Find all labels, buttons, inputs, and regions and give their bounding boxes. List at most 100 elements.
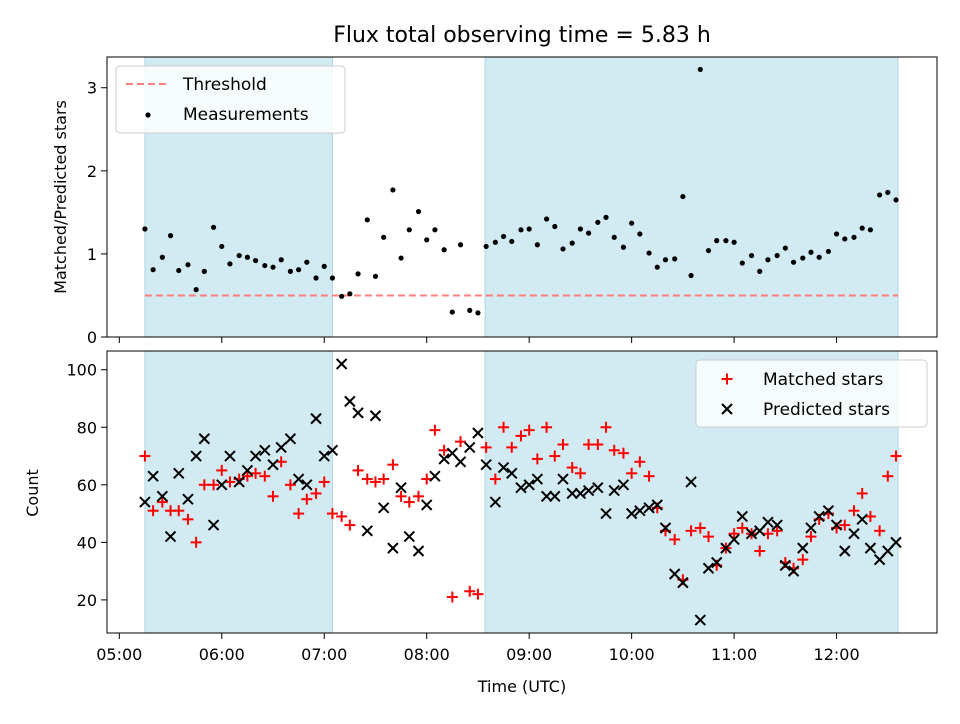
measurement-point [714, 238, 720, 244]
measurement-point [731, 239, 737, 245]
predicted-star-point [634, 504, 646, 517]
top-legend-box [115, 65, 346, 134]
predicted-star-point [464, 441, 476, 454]
matched-star-point [259, 470, 271, 482]
measurement-point [500, 233, 507, 240]
matched-star-point [369, 476, 381, 488]
predicted-star-point [643, 502, 655, 514]
matched-star-point [395, 490, 407, 502]
matched-star-point [515, 430, 527, 442]
matched-star-point [634, 456, 646, 468]
y-tick-label: 60 [77, 476, 97, 495]
predicted-star-point [429, 470, 441, 482]
predicted-star-point [241, 464, 254, 477]
measurement-point [176, 267, 182, 274]
matched-star-point [694, 522, 706, 534]
predicted-star-point [787, 565, 800, 577]
measurement-point [611, 234, 617, 240]
matched-star-point [600, 421, 612, 433]
predicted-star-point [720, 542, 732, 554]
predicted-star-point [438, 453, 450, 465]
predicted-star-point [710, 556, 723, 569]
predicted-star-point [540, 490, 553, 503]
y-tick-label: 80 [77, 418, 97, 437]
chart-title: Flux total observing time = 5.83 h [333, 23, 711, 48]
matched-star-point [848, 505, 860, 517]
measurement-point [142, 226, 148, 232]
matched-star-point [352, 464, 364, 476]
matched-star-point [617, 447, 629, 459]
x-tick-label: 10:00 [609, 645, 655, 664]
legend-predicted-swatch [721, 403, 733, 415]
matched-star-point [310, 487, 322, 499]
matched-star-point [626, 467, 638, 479]
measurement-point [415, 208, 422, 215]
measurement-point [816, 254, 822, 260]
measurement-point [201, 268, 207, 274]
legend-measurements-label: Measurements [183, 105, 309, 125]
x-tick-label: 08:00 [404, 645, 450, 664]
matched-star-point [326, 508, 338, 520]
measurement-point [893, 197, 899, 203]
predicted-star-point [882, 545, 894, 557]
top-y-axis-label: Matched/Predicted stars [51, 100, 70, 294]
predicted-star-point [600, 507, 612, 520]
measurement-point [150, 267, 156, 273]
y-tick-label: 1 [87, 245, 97, 264]
matched-star-point [421, 473, 433, 485]
matched-star-point [762, 528, 774, 540]
bottom-panel-frame [106, 350, 938, 634]
predicted-star-point [369, 410, 382, 422]
measurement-point [526, 226, 532, 232]
measurement-point [595, 219, 601, 225]
predicted-star-point [480, 458, 492, 471]
predicted-star-point [736, 510, 749, 523]
bottom-panel: 05:00 06:00 07:00 08:00 09:00 10:00 11:00 12:00… [23, 350, 938, 696]
measurement-point [475, 310, 481, 316]
matched-star-point [557, 439, 569, 451]
x-tick-label: 05:00 [96, 645, 142, 664]
measurement-point [697, 66, 703, 73]
predicted-star-point [344, 395, 356, 408]
measurement-point [390, 187, 396, 193]
matched-star-point [728, 528, 740, 540]
matched-star-point [592, 439, 604, 451]
measurement-point [672, 256, 678, 262]
measurement-point [270, 264, 276, 270]
measurement-point [877, 192, 883, 198]
matched-star-point [736, 522, 748, 534]
predicted-star-point [582, 484, 595, 497]
predicted-star-point [873, 553, 886, 566]
measurement-point [833, 231, 840, 237]
predicted-star-point [592, 481, 604, 494]
measurement-point [236, 252, 242, 259]
predicted-star-point [677, 576, 689, 589]
matched-star-point [882, 470, 894, 482]
measurement-point [398, 255, 404, 261]
matched-star-point [198, 479, 210, 491]
matched-star-point [608, 444, 620, 456]
matched-star-point [754, 545, 766, 557]
predicted-star-point [728, 533, 740, 546]
predicted-star-point [523, 479, 535, 491]
predicted-star-point [830, 519, 843, 531]
measurement-point [552, 223, 558, 230]
predicted-star-point [574, 487, 587, 500]
predicted-star-point [515, 481, 527, 494]
measurement-point [406, 227, 412, 233]
predicted-star-point [848, 528, 860, 540]
matched-star-point [250, 467, 262, 479]
predicted-star-point [617, 479, 630, 491]
measurement-point [252, 257, 259, 264]
matched-star-point [805, 531, 817, 543]
predicted-star-point [685, 476, 697, 488]
predicted-star-point [472, 427, 484, 439]
measurement-point [296, 267, 302, 273]
predicted-star-point [198, 433, 211, 445]
matched-star-point [403, 496, 415, 508]
predicted-star-point [557, 473, 569, 485]
predicted-star-point [549, 490, 561, 503]
measurement-point [825, 248, 831, 255]
measurement-point [603, 214, 609, 220]
predicted-star-point [395, 481, 407, 494]
